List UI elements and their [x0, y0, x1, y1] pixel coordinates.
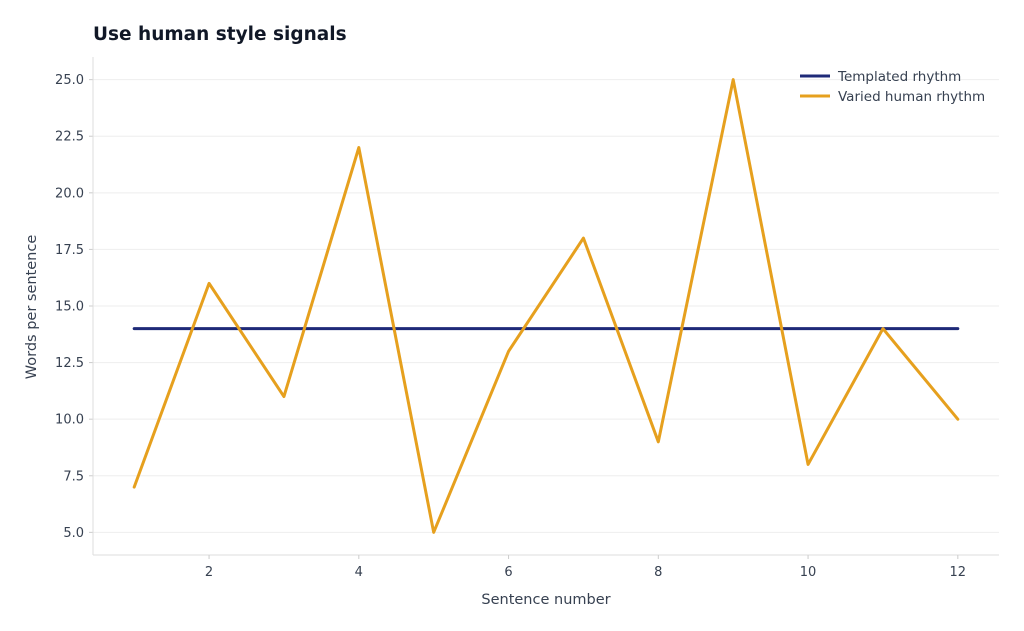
- y-tick-label: 7.5: [63, 469, 84, 484]
- x-tick-label: 10: [800, 565, 817, 580]
- y-tick-label: 22.5: [55, 130, 84, 145]
- x-tick-label: 4: [355, 565, 363, 580]
- chart-title: Use human style signals: [93, 24, 347, 45]
- x-tick-label: 2: [205, 565, 213, 580]
- y-tick-label: 15.0: [55, 300, 84, 315]
- y-tick-label: 17.5: [55, 243, 84, 258]
- y-tick-label: 10.0: [55, 413, 84, 428]
- y-tick-label: 25.0: [55, 73, 84, 88]
- y-tick-label: 5.0: [63, 526, 84, 541]
- legend-label: Templated rhythm: [837, 69, 961, 85]
- y-tick-label: 20.0: [55, 186, 84, 201]
- x-tick-label: 12: [950, 565, 967, 580]
- axes: [89, 57, 999, 559]
- x-tick-label: 6: [504, 565, 512, 580]
- legend: Templated rhythm Varied human rhythm: [800, 69, 985, 105]
- series-lines: [132, 78, 960, 534]
- x-tick-label: 8: [654, 565, 662, 580]
- tick-labels: 5.0 7.5 10.0 12.5 15.0 17.5 20.0 22.5 25.0 2 4 6 8 10…: [55, 73, 966, 580]
- x-axis-label: Sentence number: [481, 592, 610, 608]
- series-line-2: [132, 78, 960, 534]
- y-tick-label: 12.5: [55, 356, 84, 371]
- grid-lines: [93, 79, 999, 533]
- legend-label: Varied human rhythm: [838, 89, 985, 105]
- y-axis-label: Words per sentence: [24, 235, 40, 380]
